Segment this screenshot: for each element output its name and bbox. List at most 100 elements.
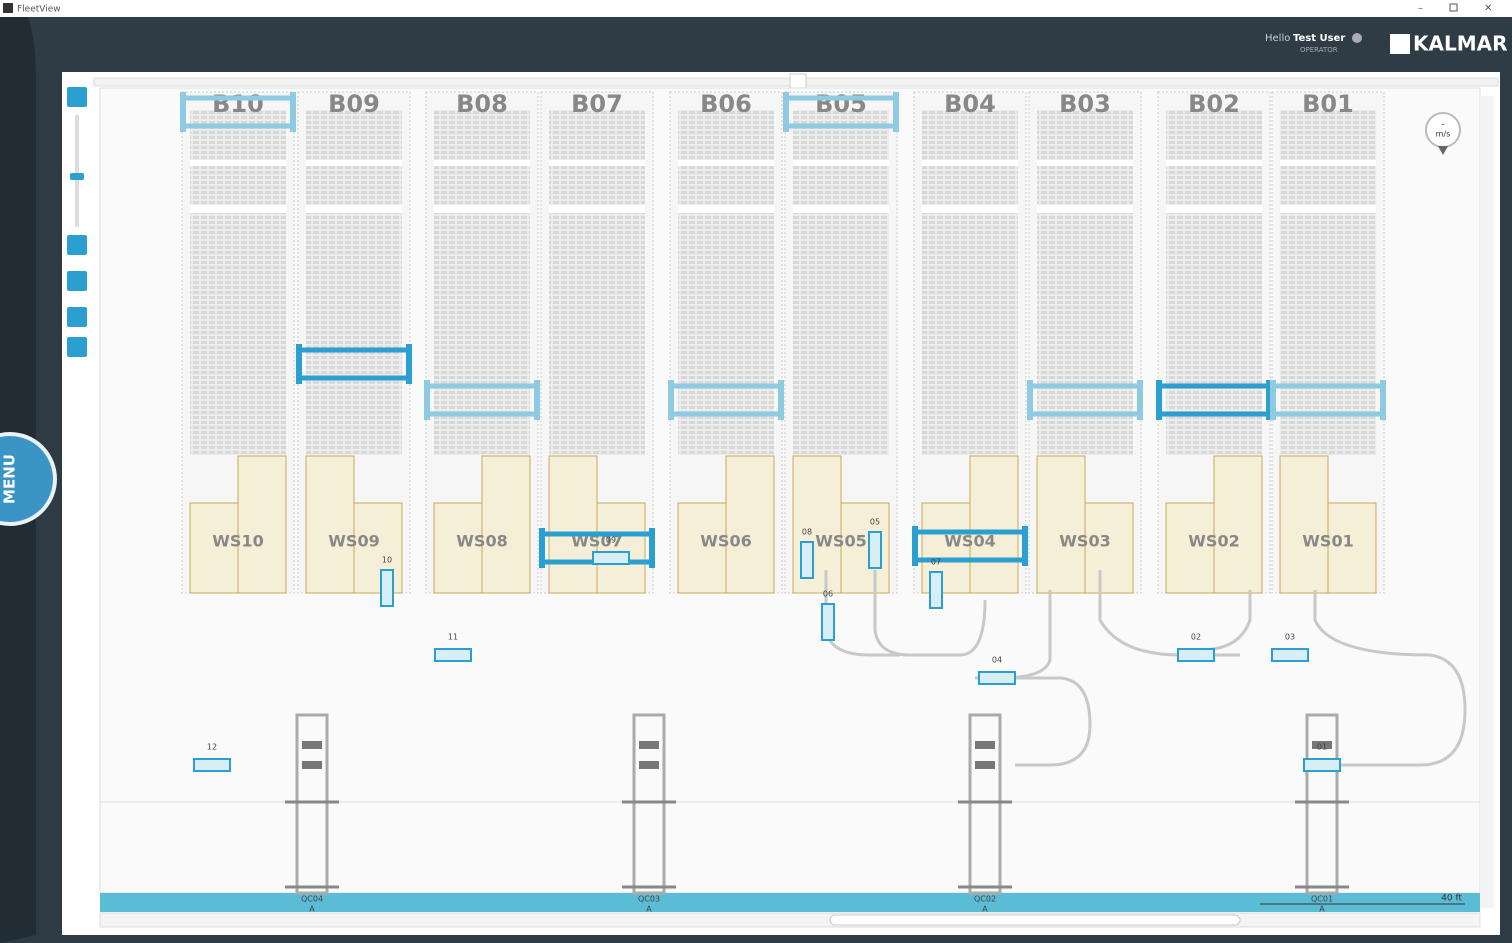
zoom-tool-button[interactable] <box>67 235 87 255</box>
block-gap <box>922 160 1018 166</box>
crane-label: QC04 <box>301 895 323 904</box>
close-button[interactable]: ✕ <box>1484 3 1492 14</box>
block-gap <box>306 205 402 213</box>
block-gap <box>306 160 402 166</box>
straddle-carrier[interactable] <box>978 671 1016 685</box>
block-stacks <box>549 110 645 455</box>
block-label: B07 <box>571 90 623 118</box>
workstation-label: WS06 <box>700 532 751 551</box>
block-gap <box>1280 205 1376 213</box>
zoom-slider[interactable] <box>75 115 79 227</box>
block-gap <box>678 205 774 213</box>
block-label: B10 <box>212 90 264 118</box>
workstation <box>189 502 239 594</box>
workstation <box>481 455 531 594</box>
straddle-carrier[interactable] <box>380 569 394 607</box>
quay-crane <box>1305 713 1339 895</box>
block-stacks <box>306 110 402 455</box>
crane-leg <box>1137 380 1143 420</box>
straddle-carrier[interactable] <box>592 551 630 565</box>
straddle-carrier[interactable] <box>434 648 472 662</box>
straddle-carrier[interactable] <box>1303 758 1341 772</box>
crane-leg <box>778 380 784 420</box>
crane-lane: A <box>309 905 315 914</box>
quay-water <box>100 893 1480 912</box>
vehicle-route <box>1313 590 1467 767</box>
workstation <box>596 502 646 594</box>
block-gap <box>1166 160 1262 166</box>
workstation-label: WS05 <box>815 532 866 551</box>
straddle-carrier[interactable] <box>821 603 835 641</box>
workstation <box>840 502 890 594</box>
zoom-tool-button[interactable] <box>67 87 87 107</box>
crane-leg <box>290 92 296 132</box>
straddle-carrier[interactable] <box>800 541 814 579</box>
zoom-tool-button[interactable] <box>67 307 87 327</box>
scale-label: 40 ft <box>1441 894 1462 904</box>
vehicle-id: 02 <box>1191 633 1201 642</box>
zoom-handle[interactable] <box>70 173 84 180</box>
crane-leg <box>534 380 540 420</box>
block-label: B02 <box>1188 90 1240 118</box>
block-stacks <box>434 110 530 455</box>
horizontal-scrollbar[interactable] <box>99 912 1481 928</box>
crane-leg <box>1156 380 1162 420</box>
crane-leg <box>893 92 899 132</box>
logo: KALMAR <box>1413 32 1508 56</box>
workstation <box>433 502 483 594</box>
block-gap <box>1037 160 1133 166</box>
vehicle-id: 03 <box>1285 633 1295 642</box>
crane-trolley <box>975 741 995 749</box>
crane-leg <box>1027 380 1033 420</box>
scroll-thumb[interactable] <box>829 914 1241 926</box>
block-stacks <box>1280 110 1376 455</box>
crane-lane: A <box>646 905 652 914</box>
straddle-carrier[interactable] <box>929 571 943 609</box>
workstation <box>1327 502 1377 594</box>
block-stacks <box>922 110 1018 455</box>
block-gap <box>434 205 530 213</box>
workstation <box>237 455 287 594</box>
straddle-carrier[interactable] <box>868 531 882 569</box>
crane-trolley <box>639 741 659 749</box>
block-label: B05 <box>815 90 867 118</box>
vertical-scrollbar[interactable] <box>1480 96 1494 908</box>
straddle-carrier[interactable] <box>1271 648 1309 662</box>
block-gap <box>793 160 889 166</box>
block-gap <box>793 205 889 213</box>
crane-trolley <box>975 761 995 769</box>
crane-leg <box>406 344 412 384</box>
block-stacks <box>190 110 286 455</box>
block-gap <box>549 205 645 213</box>
workstation-label: WS04 <box>944 532 995 551</box>
crane-trolley <box>1312 741 1332 749</box>
zoom-tool-button[interactable] <box>67 337 87 357</box>
crane-leg <box>1266 380 1272 420</box>
block-stacks <box>1037 110 1133 455</box>
minimize-button[interactable]: – <box>1418 3 1423 14</box>
workstation <box>677 502 727 594</box>
menu-button[interactable] <box>0 432 57 526</box>
workstation <box>1036 455 1086 594</box>
workstation <box>305 455 355 594</box>
workstation <box>1279 455 1329 594</box>
collapse-button[interactable] <box>789 73 807 89</box>
restore-button[interactable] <box>1449 3 1458 12</box>
crane-trolley <box>639 761 659 769</box>
user-name[interactable]: Test User <box>1293 33 1345 44</box>
vehicle-id: 09 <box>606 536 616 545</box>
crane-leg <box>912 526 918 566</box>
block-gap <box>549 160 645 166</box>
block-gap <box>1166 205 1262 213</box>
zoom-tool-button[interactable] <box>67 271 87 291</box>
block-label: B01 <box>1302 90 1354 118</box>
straddle-carrier[interactable] <box>193 758 231 772</box>
straddle-carrier[interactable] <box>1177 648 1215 662</box>
block-gap <box>190 205 286 213</box>
vehicle-id: 06 <box>823 590 833 599</box>
block-stacks <box>1166 110 1262 455</box>
user-dropdown[interactable] <box>1352 33 1362 43</box>
vehicle-id: 08 <box>802 528 812 537</box>
workstation <box>725 455 775 594</box>
